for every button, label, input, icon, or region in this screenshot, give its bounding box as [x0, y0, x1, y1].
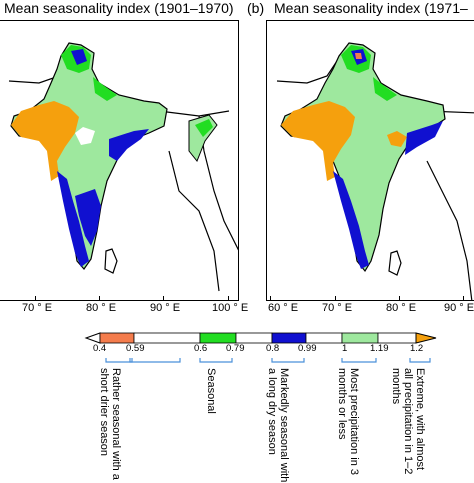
colorbar-value-5: 0.99 — [298, 343, 317, 354]
blue-east-a — [109, 129, 149, 161]
blue-east-b — [405, 121, 443, 155]
colorbar-bin-white-4 — [377, 332, 417, 344]
panel-a-title: Mean seasonality index (1901–1970) — [4, 0, 234, 16]
x-tick-b-90: 90 ° E — [444, 302, 474, 314]
colorbar-value-0: 0.4 — [93, 343, 107, 354]
colorbar-value-8: 1.2 — [410, 343, 424, 354]
colorbar-bin-white-2 — [235, 332, 273, 344]
colorbar-value-4: 0.8 — [266, 343, 280, 354]
legend-label-rather-seasonal: Rather seasonal with a short drier seaso… — [98, 368, 122, 480]
sri-lanka-shape-b — [388, 250, 402, 276]
colorbar-bin-white-1 — [133, 332, 201, 344]
panel-b-title: Mean seasonality index (1971– — [274, 0, 468, 16]
x-tick-b-80: 80 ° E — [386, 302, 417, 314]
map-panel-b — [266, 20, 474, 301]
x-tick-b-60: 60 ° E — [268, 302, 299, 314]
india-map-b — [276, 42, 474, 300]
orange-region-b — [281, 101, 355, 181]
india-map-a — [8, 42, 238, 292]
colorbar-right-arrow — [415, 332, 437, 344]
legend-label-extreme: Extreme, with almost all precipitation i… — [390, 368, 426, 475]
colorbar-bin-coral — [99, 332, 135, 344]
blue-west-coast-a — [57, 171, 89, 267]
legend-label-markedly-seasonal: Markedly seasonal with a long dry season — [266, 368, 290, 483]
legend-label-most-precipitation: Most precipitation in 3 months or less — [336, 368, 360, 475]
x-tick-a-80: 80 ° E — [86, 302, 117, 314]
x-tick-a-70: 70 ° E — [22, 302, 53, 314]
sri-lanka-shape — [104, 248, 118, 274]
blue-west-coast-b — [333, 171, 369, 269]
colorbar-bin-lightgreen — [341, 332, 379, 344]
colorbar-value-1: 0.59 — [126, 343, 145, 354]
x-tick-b-70: 70 ° E — [322, 302, 353, 314]
india-base-shape-b — [280, 42, 446, 273]
map-panel-a — [0, 20, 239, 301]
coral-patch-b — [355, 53, 362, 59]
colorbar-value-7: 1.19 — [370, 343, 389, 354]
colorbar-value-6: 1 — [342, 343, 348, 354]
x-tick-a-100: 100 ° E — [212, 302, 249, 314]
colorbar-value-2: 0.6 — [194, 343, 208, 354]
orange-region-a — [11, 101, 79, 181]
x-tick-a-90: 90 ° E — [150, 302, 181, 314]
colorbar-bin-white-3 — [305, 332, 343, 344]
legend-label-seasonal: Seasonal — [205, 368, 217, 414]
colorbar-bin-blue — [271, 332, 307, 344]
colorbar-value-3: 0.79 — [226, 343, 245, 354]
panel-b-label: (b) — [247, 0, 265, 16]
colorbar-left-arrow — [84, 332, 101, 344]
colorbar-bin-green — [199, 332, 237, 344]
